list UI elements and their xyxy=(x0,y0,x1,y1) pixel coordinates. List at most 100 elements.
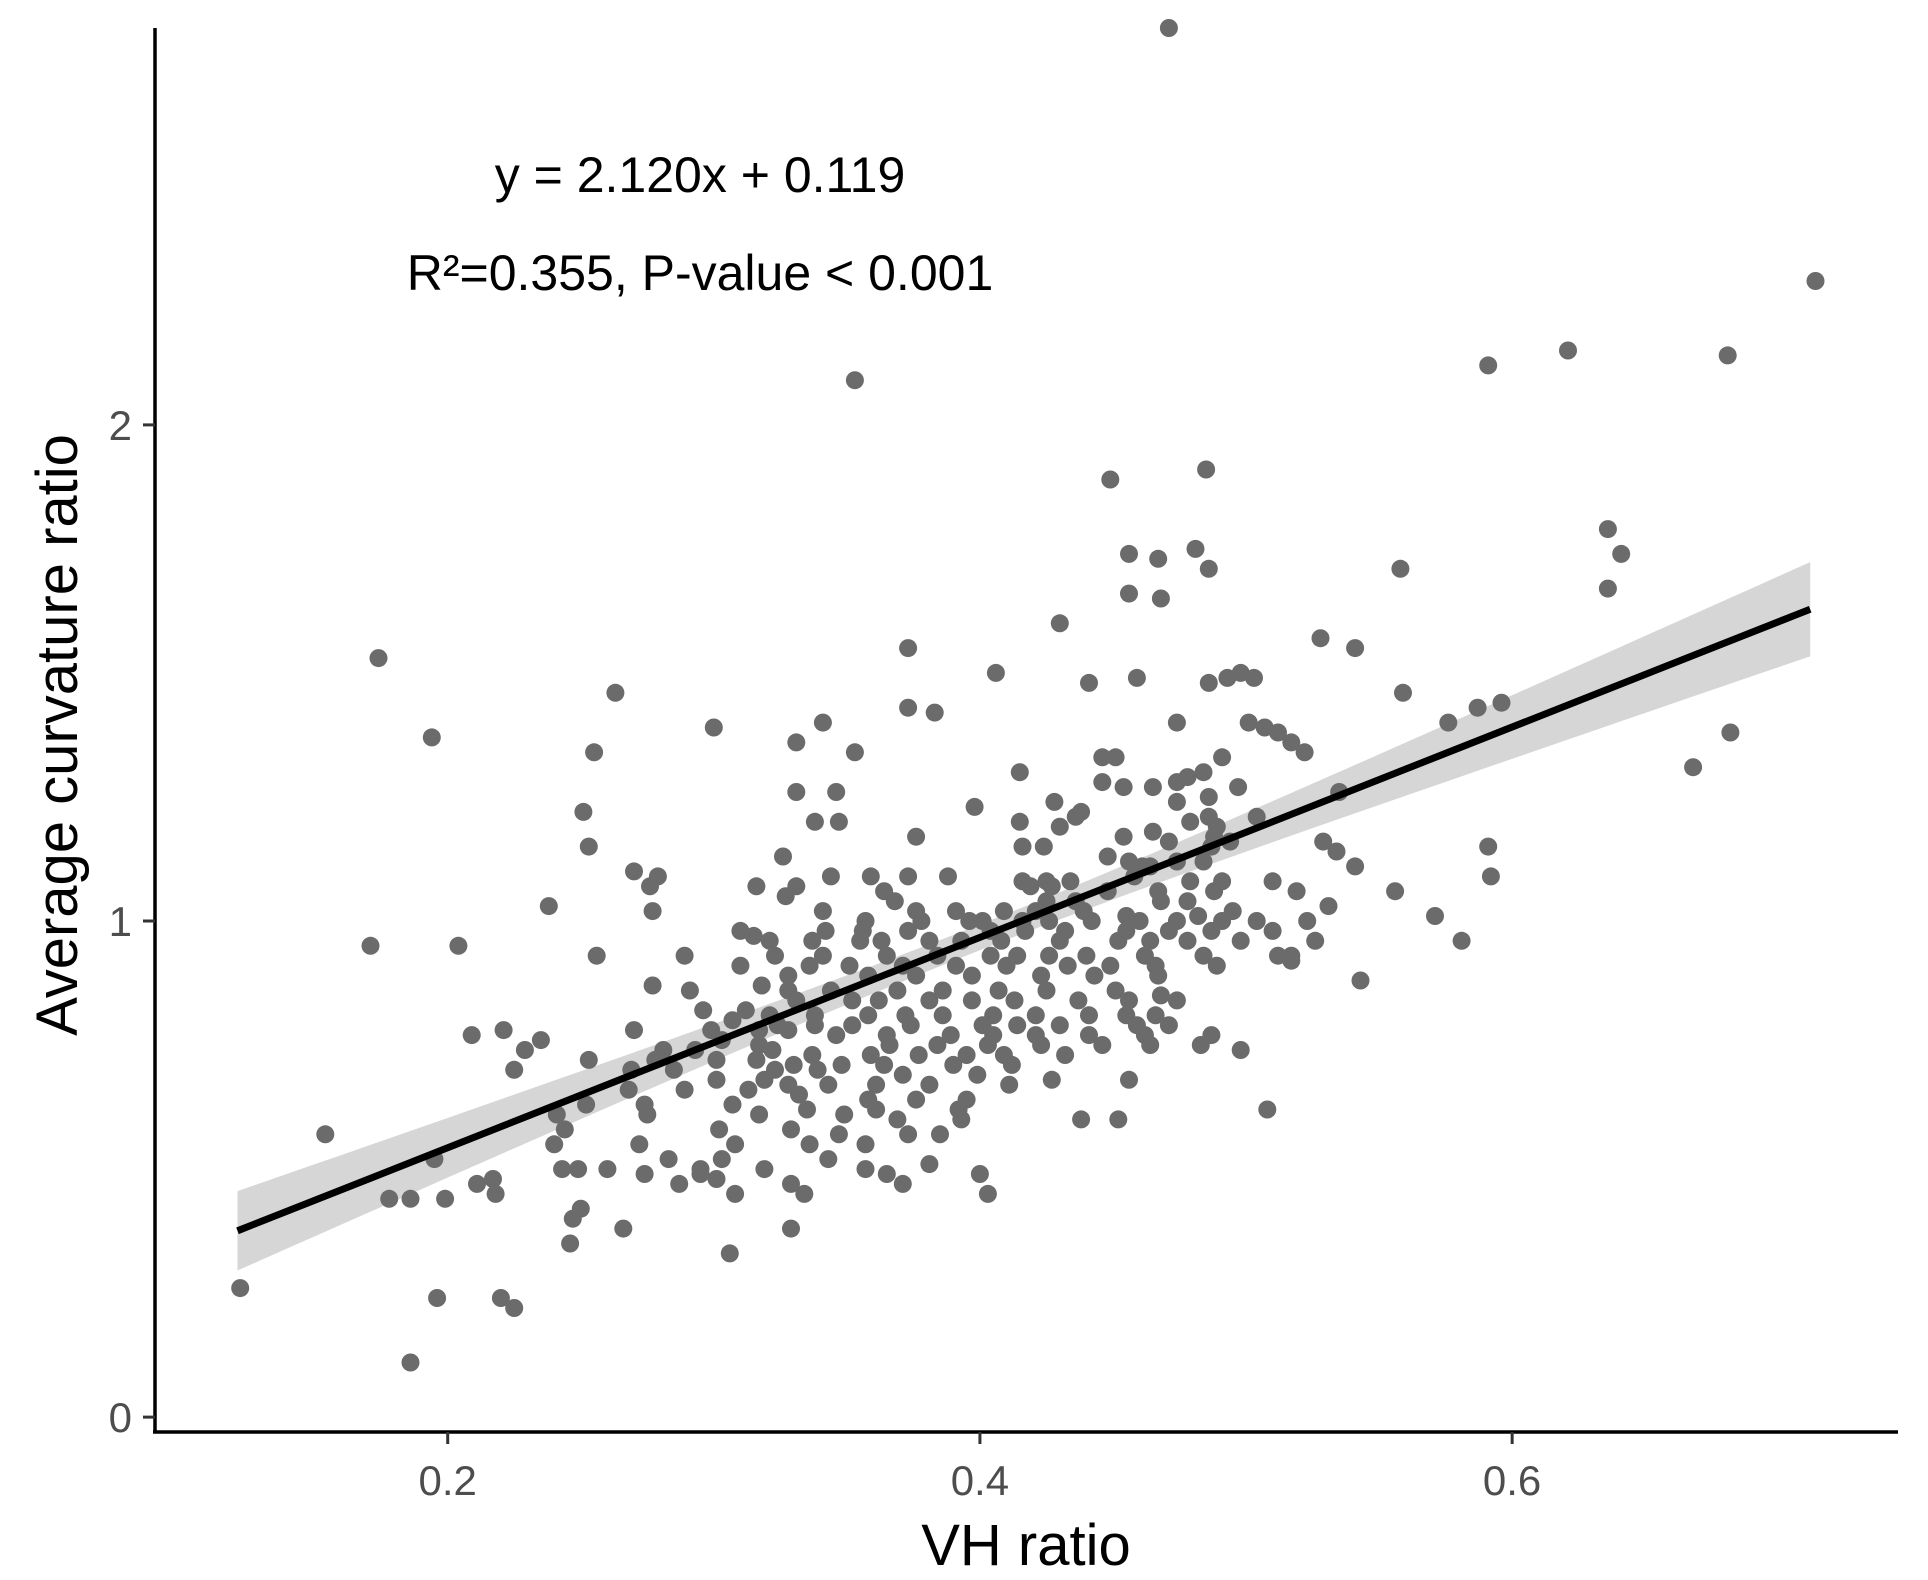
data-point xyxy=(1202,921,1221,940)
data-point xyxy=(827,783,846,801)
data-point xyxy=(962,966,981,985)
data-point xyxy=(579,1050,598,1069)
data-point xyxy=(957,1046,976,1064)
data-point xyxy=(755,1160,774,1179)
data-point xyxy=(436,1189,455,1208)
data-point xyxy=(1479,837,1498,856)
data-point xyxy=(790,1085,808,1104)
data-point xyxy=(1439,713,1458,732)
data-point xyxy=(1032,966,1051,985)
data-point xyxy=(1559,341,1577,360)
data-point xyxy=(798,1100,816,1119)
data-point xyxy=(1191,1036,1210,1054)
data-point xyxy=(861,1046,880,1064)
data-point xyxy=(1178,768,1197,787)
data-point xyxy=(813,713,832,732)
data-point xyxy=(1231,931,1250,950)
data-point xyxy=(545,1135,564,1154)
data-point xyxy=(1093,773,1112,792)
data-point xyxy=(829,1125,848,1144)
data-point xyxy=(1806,272,1825,290)
data-point xyxy=(1061,872,1080,891)
data-point xyxy=(1013,837,1032,856)
data-point xyxy=(931,1125,949,1144)
data-point xyxy=(962,991,981,1010)
data-point xyxy=(744,926,763,945)
y-tick-label: 1 xyxy=(109,898,132,945)
data-point xyxy=(723,1095,742,1114)
data-point xyxy=(986,663,1005,682)
data-point xyxy=(1199,788,1218,806)
data-point xyxy=(774,847,792,866)
data-point xyxy=(574,802,593,821)
data-point xyxy=(970,1165,989,1183)
data-point xyxy=(1093,748,1112,767)
data-point xyxy=(1085,966,1104,985)
data-point xyxy=(569,1160,588,1179)
data-point xyxy=(960,912,979,930)
data-point xyxy=(1159,1016,1178,1035)
data-point xyxy=(885,892,904,911)
data-point xyxy=(1247,912,1266,930)
data-point xyxy=(1127,668,1146,687)
data-point xyxy=(997,956,1016,975)
data-point xyxy=(1056,1046,1075,1064)
data-point xyxy=(1093,1036,1112,1054)
data-point xyxy=(867,1075,886,1094)
data-point xyxy=(920,931,939,950)
data-point xyxy=(1247,807,1266,826)
data-point xyxy=(726,1135,745,1154)
data-point xyxy=(1037,981,1056,1000)
data-point xyxy=(1718,346,1737,365)
data-point xyxy=(731,956,750,975)
data-point xyxy=(965,797,984,816)
data-point xyxy=(1492,693,1511,712)
data-point xyxy=(635,1165,654,1183)
data-point xyxy=(1207,956,1226,975)
data-point xyxy=(1213,748,1232,767)
axis-ticks xyxy=(143,423,1514,1444)
data-point xyxy=(899,698,918,717)
regression-equation: y = 2.120x + 0.119 xyxy=(495,147,906,203)
data-point xyxy=(1346,639,1365,658)
data-point xyxy=(1386,882,1405,901)
data-point xyxy=(625,1021,643,1040)
data-point xyxy=(449,936,468,955)
data-point xyxy=(1042,877,1061,896)
data-point xyxy=(752,976,771,995)
data-point xyxy=(1306,931,1325,950)
data-point xyxy=(867,1100,886,1119)
data-point xyxy=(710,1120,729,1139)
data-point xyxy=(553,1160,572,1179)
data-point xyxy=(401,1189,420,1208)
data-point xyxy=(619,1080,638,1099)
data-point xyxy=(766,946,784,965)
x-tick-label: 0.6 xyxy=(1483,1457,1541,1504)
data-point xyxy=(1058,956,1077,975)
data-point xyxy=(1598,579,1617,598)
data-point xyxy=(1050,1016,1069,1035)
data-point xyxy=(1010,812,1029,831)
data-point xyxy=(486,1184,505,1203)
data-point xyxy=(1151,986,1170,1005)
data-point xyxy=(1149,549,1168,568)
data-point xyxy=(1077,946,1096,965)
data-point xyxy=(907,1090,926,1109)
data-point xyxy=(598,1160,617,1179)
data-point xyxy=(819,1075,838,1094)
data-point xyxy=(1327,842,1346,861)
data-point xyxy=(1314,832,1333,851)
data-point xyxy=(829,812,848,831)
data-point xyxy=(1130,912,1149,930)
data-point xyxy=(899,1125,918,1144)
data-point xyxy=(468,1174,486,1193)
data-point xyxy=(851,931,870,950)
data-point xyxy=(1263,921,1282,940)
data-point xyxy=(625,862,643,881)
data-point xyxy=(1189,907,1208,925)
data-point xyxy=(1481,867,1500,886)
data-point xyxy=(401,1353,420,1372)
data-point xyxy=(800,956,819,975)
data-point xyxy=(928,1036,947,1054)
data-point xyxy=(630,1135,649,1154)
